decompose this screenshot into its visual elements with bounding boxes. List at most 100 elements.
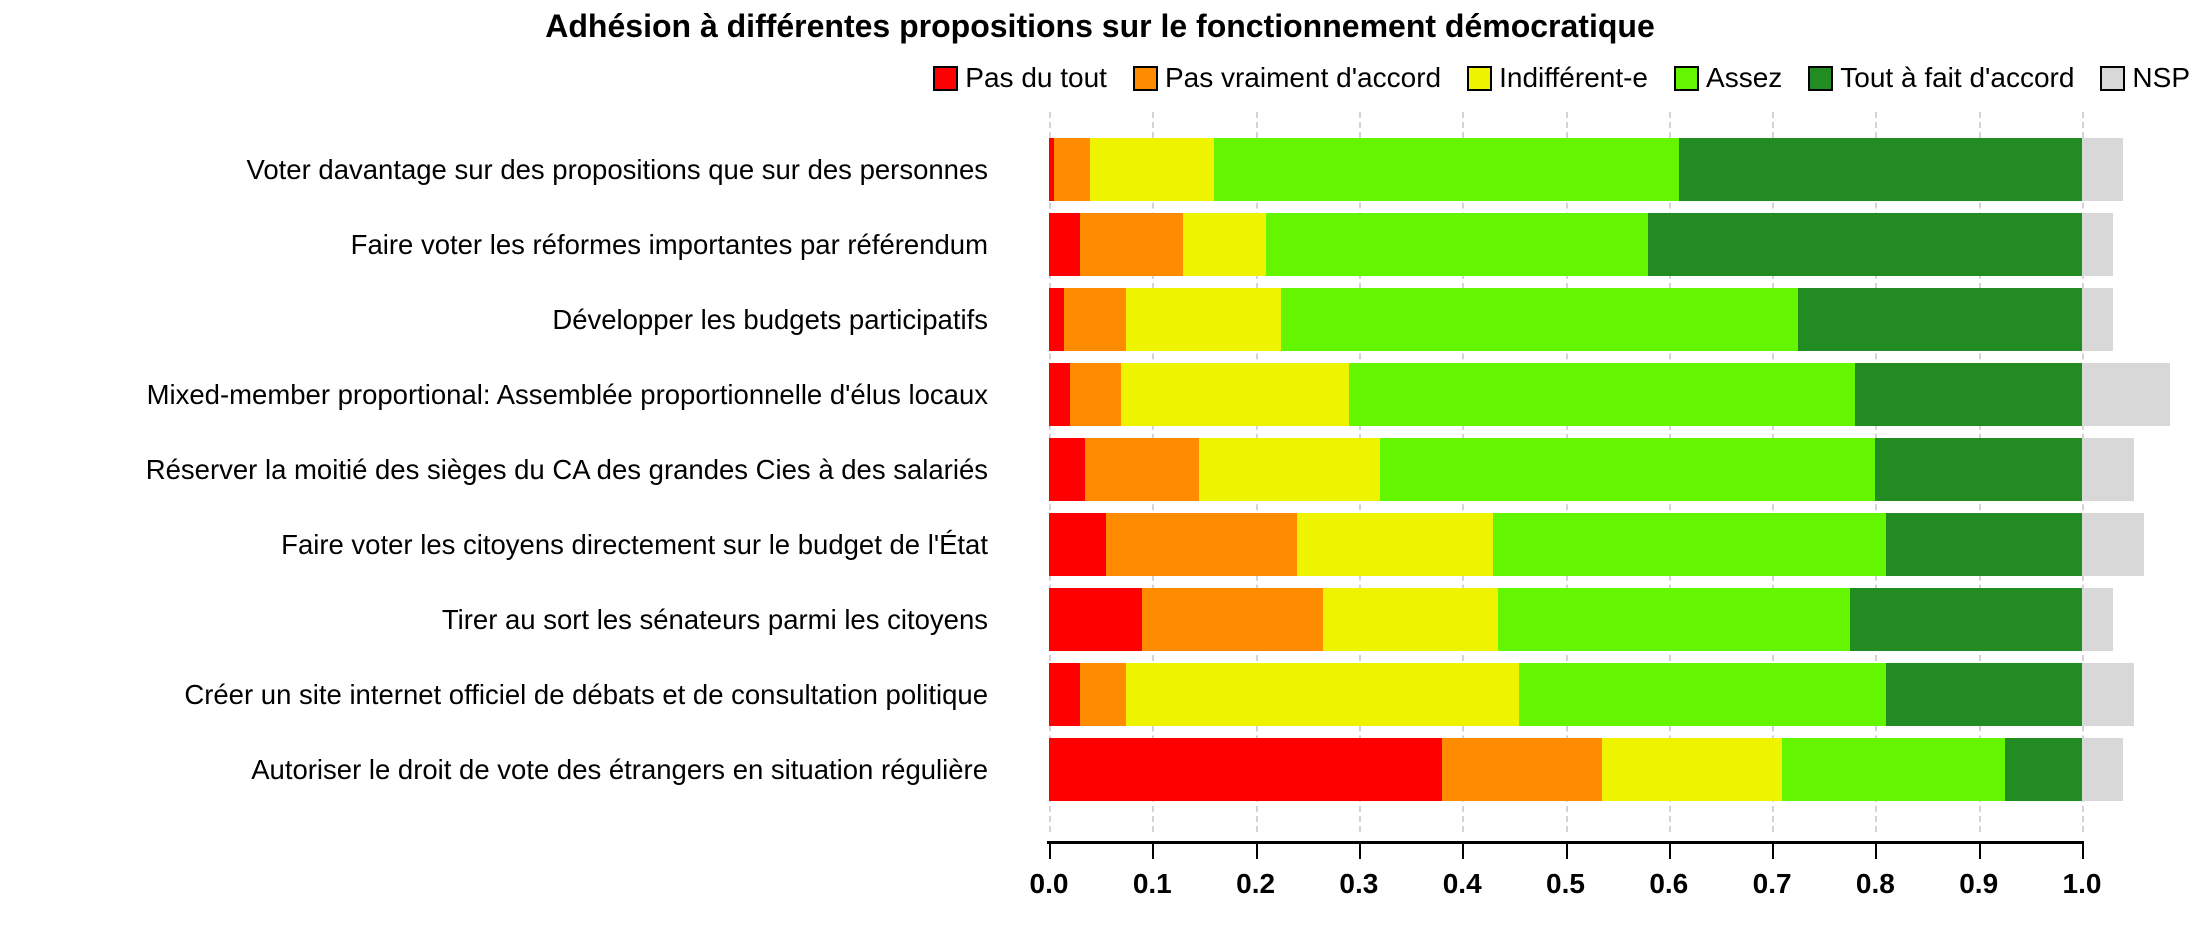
bar-segment-nsp xyxy=(2081,363,2170,426)
x-axis-tick-label: 0.5 xyxy=(1546,868,1585,899)
x-axis-tick-label: 1.0 xyxy=(2062,868,2102,899)
bar-segment-pas-du-tout xyxy=(1049,363,1070,426)
x-axis-tick-label: 0.4 xyxy=(1442,868,1482,899)
bar-segment-nsp xyxy=(2081,438,2134,501)
bar-segment-pas-vraiment-daccord xyxy=(1079,663,1127,726)
bar-segment-indifferent-e xyxy=(1296,513,1494,576)
chart-title: Adhésion à différentes propositions sur … xyxy=(545,8,1655,44)
bar-segment-pas-vraiment-daccord xyxy=(1085,438,1199,501)
row-label: Autoriser le droit de vote des étrangers… xyxy=(251,753,988,785)
bar-segment-tout-a-fait-daccord xyxy=(1648,213,2082,276)
bar-segment-pas-du-tout xyxy=(1049,588,1142,651)
legend-item-label: Tout à fait d'accord xyxy=(1840,62,2075,93)
x-axis-tick-label: 0.7 xyxy=(1752,868,1792,899)
bar-segment-tout-a-fait-daccord xyxy=(1797,288,2082,351)
bar-segment-indifferent-e xyxy=(1090,138,1215,201)
legend-swatch-nsp xyxy=(2100,65,2126,91)
legend-swatch-pas-vraiment-daccord xyxy=(1132,65,1158,91)
bar-segment-assez xyxy=(1214,138,1680,201)
x-axis-tick xyxy=(1358,843,1361,859)
legend-item-label: Pas vraiment d'accord xyxy=(1164,62,1442,93)
x-axis-tick xyxy=(1875,843,1878,859)
bar-row xyxy=(1049,738,2124,801)
bar-segment-pas-du-tout xyxy=(1049,663,1080,726)
bar-segment-pas-du-tout xyxy=(1049,138,1055,201)
bar-row xyxy=(1049,513,2144,576)
row-label: Développer les budgets participatifs xyxy=(552,303,988,335)
legend-swatch-indifferent-e xyxy=(1467,65,1493,91)
bar-segment-indifferent-e xyxy=(1601,738,1783,801)
x-axis-tick-label: 0.9 xyxy=(1959,868,1999,899)
bar-segment-pas-du-tout xyxy=(1049,513,1106,576)
bar-segment-pas-vraiment-daccord xyxy=(1441,738,1602,801)
x-axis-tick-label: 0.8 xyxy=(1855,868,1895,899)
x-axis-tick-label: 0.0 xyxy=(1029,868,1069,899)
bar-segment-pas-du-tout xyxy=(1049,738,1442,801)
bar-row xyxy=(1049,438,2134,501)
bar-segment-indifferent-e xyxy=(1126,663,1519,726)
x-axis-tick-label: 0.1 xyxy=(1132,868,1172,899)
bar-segment-nsp xyxy=(2081,513,2144,576)
row-label: Réserver la moitié des sièges du CA des … xyxy=(145,453,988,485)
bar-segment-indifferent-e xyxy=(1198,438,1380,501)
bar-segment-assez xyxy=(1519,663,1886,726)
row-label: Faire voter les réformes importantes par… xyxy=(350,228,988,260)
legend-item-pas-vraiment-daccord: Pas vraiment d'accord xyxy=(1132,62,1442,94)
bar-segment-assez xyxy=(1782,738,2005,801)
bar-segment-pas-du-tout xyxy=(1049,288,1065,351)
bar-segment-tout-a-fait-daccord xyxy=(1885,513,2082,576)
bar-segment-indifferent-e xyxy=(1183,213,1266,276)
bar-row xyxy=(1049,138,2124,201)
x-axis-tick-label: 0.6 xyxy=(1649,868,1689,899)
bar-row xyxy=(1049,663,2134,726)
row-label: Tirer au sort les sénateurs parmi les ci… xyxy=(441,603,988,635)
legend-item-tout-a-fait-daccord: Tout à fait d'accord xyxy=(1808,62,2074,94)
legend: Pas du tout Pas vraiment d'accord Indiffér… xyxy=(0,62,2190,94)
x-axis-tick xyxy=(1565,843,1568,859)
bar-segment-tout-a-fait-daccord xyxy=(1679,138,2082,201)
x-axis-tick xyxy=(1255,843,1258,859)
bar-row xyxy=(1049,588,2113,651)
bar-row xyxy=(1049,213,2113,276)
bar-segment-indifferent-e xyxy=(1126,288,1282,351)
legend-item-assez: Assez xyxy=(1674,62,1782,94)
bar-segment-nsp xyxy=(2081,138,2124,201)
x-axis-tick-label: 0.3 xyxy=(1339,868,1379,899)
bar-segment-indifferent-e xyxy=(1121,363,1349,426)
bar-segment-assez xyxy=(1493,513,1886,576)
bar-segment-nsp xyxy=(2081,588,2113,651)
bar-segment-tout-a-fait-daccord xyxy=(2004,738,2082,801)
bar-segment-pas-vraiment-daccord xyxy=(1064,288,1127,351)
bar-segment-pas-vraiment-daccord xyxy=(1141,588,1323,651)
row-label: Voter davantage sur des propositions que… xyxy=(246,153,988,185)
x-axis-tick xyxy=(1462,843,1465,859)
bar-segment-pas-vraiment-daccord xyxy=(1054,138,1091,201)
legend-swatch-tout-a-fait-daccord xyxy=(1808,65,1834,91)
bar-segment-assez xyxy=(1498,588,1850,651)
row-label: Faire voter les citoyens directement sur… xyxy=(281,528,988,560)
bar-segment-indifferent-e xyxy=(1322,588,1499,651)
x-axis-tick xyxy=(2082,843,2084,859)
bar-segment-pas-vraiment-daccord xyxy=(1069,363,1122,426)
x-axis-tick xyxy=(1152,843,1155,859)
x-axis-tick xyxy=(1978,843,1981,859)
legend-swatch-pas-du-tout xyxy=(933,65,959,91)
x-axis-tick xyxy=(1049,843,1051,859)
legend-item-label: Indifférent-e xyxy=(1499,62,1649,93)
bar-segment-pas-vraiment-daccord xyxy=(1079,213,1184,276)
legend-swatch-assez xyxy=(1674,65,1700,91)
bar-segment-nsp xyxy=(2081,288,2113,351)
bar-segment-pas-vraiment-daccord xyxy=(1105,513,1297,576)
bar-segment-tout-a-fait-daccord xyxy=(1885,663,2082,726)
row-label: Mixed-member proportional: Assemblée pro… xyxy=(146,378,988,410)
bar-segment-assez xyxy=(1265,213,1649,276)
legend-item-nsp: NSP xyxy=(2100,62,2190,94)
legend-item-indifferent-e: Indifférent-e xyxy=(1467,62,1648,94)
bar-segment-nsp xyxy=(2081,213,2113,276)
bar-segment-tout-a-fait-daccord xyxy=(1875,438,2082,501)
legend-item-label: NSP xyxy=(2132,62,2190,93)
x-axis-tick xyxy=(1668,843,1671,859)
bar-row xyxy=(1049,288,2113,351)
row-label: Créer un site internet officiel de débat… xyxy=(184,678,988,710)
x-axis-tick-label: 0.2 xyxy=(1236,868,1276,899)
